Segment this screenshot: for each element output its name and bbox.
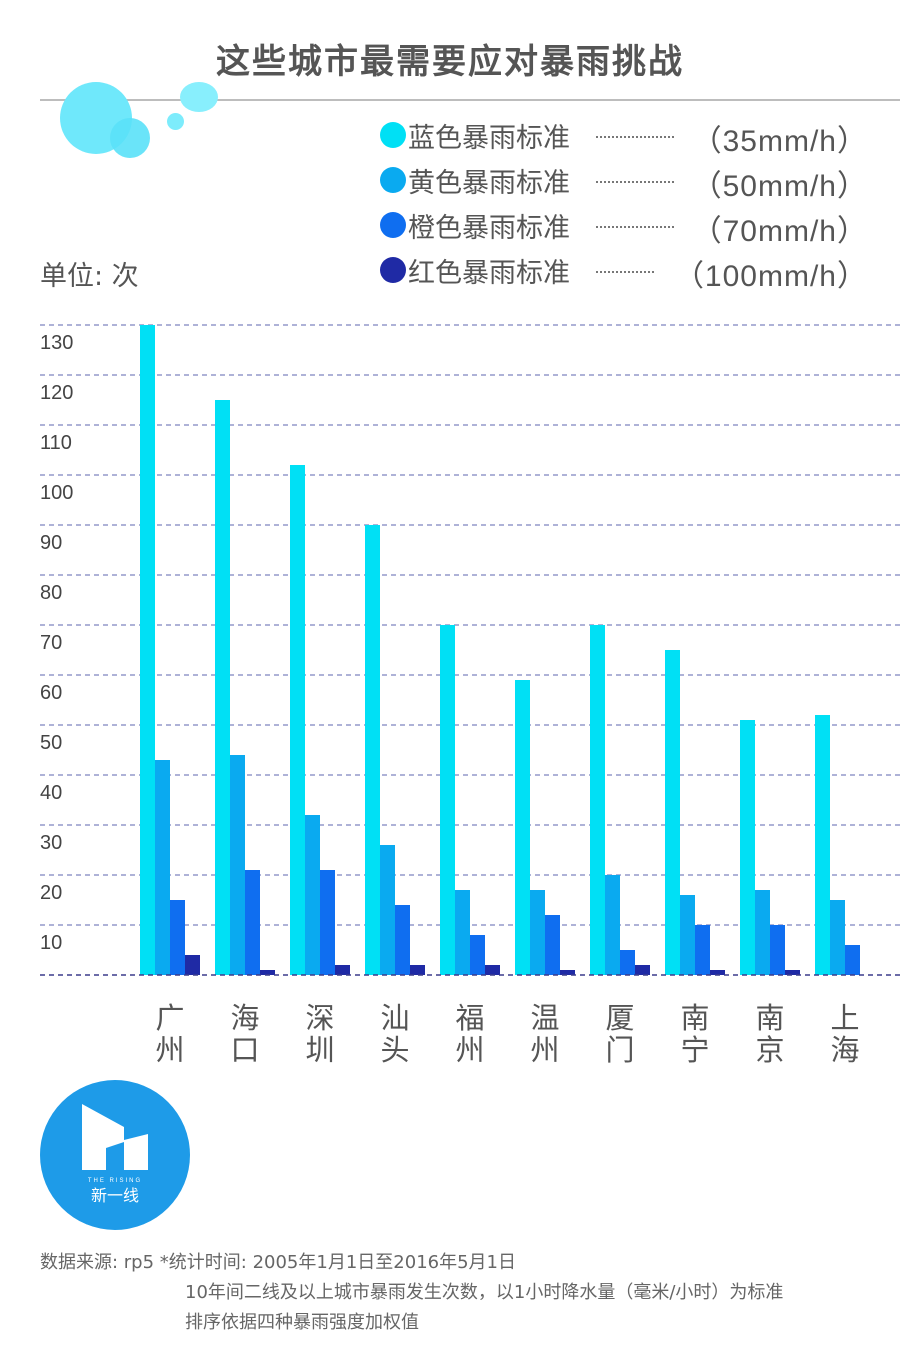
bar-1 (515, 680, 530, 975)
bar-4 (260, 970, 275, 975)
legend-item-orange: 橙色暴雨标准 （70mm/h） (378, 202, 878, 248)
bar-2 (605, 875, 620, 975)
bar-3 (395, 905, 410, 975)
x-tick-label: 厦门 (605, 1001, 634, 1067)
legend-marker (380, 167, 406, 193)
y-tick-label: 80 (40, 582, 62, 604)
bar-1 (140, 325, 155, 975)
y-tick-label: 130 (40, 332, 73, 354)
bar-4 (335, 965, 350, 975)
legend-marker (380, 257, 406, 283)
x-tick-label: 广州 (155, 1001, 184, 1067)
legend-standard: （50mm/h） (691, 170, 868, 203)
bar-3 (470, 935, 485, 975)
legend-label: 蓝色暴雨标准 (408, 123, 570, 154)
y-tick-label: 20 (40, 882, 62, 904)
bar-2 (305, 815, 320, 975)
decor-bubble (180, 82, 218, 112)
bar-2 (230, 755, 245, 975)
bar-1 (740, 720, 755, 975)
y-tick-label: 60 (40, 682, 62, 704)
bar-4 (635, 965, 650, 975)
chart-title: 这些城市最需要应对暴雨挑战 (216, 42, 684, 82)
bar-2 (155, 760, 170, 975)
footer-note: 排序依据四种暴雨强度加权值 (185, 1312, 419, 1333)
bar-1 (440, 625, 455, 975)
y-tick-label: 70 (40, 632, 62, 654)
bar-2 (830, 900, 845, 975)
bar-chart: 10 20 30 40 50 60 70 80 90 100 110 120 130 广州海口深圳汕头福州… (40, 324, 900, 1067)
bar-2 (455, 890, 470, 975)
bar-2 (530, 890, 545, 975)
bar-1 (365, 525, 380, 975)
unit-label: 单位: 次 (40, 261, 139, 292)
bar-2 (680, 895, 695, 975)
title-divider (40, 99, 900, 101)
bar-3 (695, 925, 710, 975)
legend-label: 黄色暴雨标准 (408, 168, 570, 199)
footer-source: 数据来源: rp5 *统计时间: 2005年1月1日至2016年5月1日 (40, 1252, 516, 1273)
legend-leader (596, 269, 654, 273)
logo: THE RISING 新一线 (40, 1080, 190, 1230)
bar-3 (770, 925, 785, 975)
bar-1 (590, 625, 605, 975)
x-tick-label: 温州 (530, 1001, 559, 1067)
logo-building-icon (82, 1104, 148, 1170)
x-tick-label: 上海 (830, 1001, 859, 1067)
bar-2 (755, 890, 770, 975)
y-tick-label: 110 (40, 432, 72, 454)
y-tick-label: 90 (40, 532, 62, 554)
bar-3 (545, 915, 560, 975)
legend-item-yellow: 黄色暴雨标准 （50mm/h） (378, 157, 878, 203)
logo-small-text: THE RISING (88, 1178, 142, 1184)
bar-4 (485, 965, 500, 975)
legend-leader (596, 224, 674, 228)
decor-bubble (110, 118, 150, 158)
bar-1 (815, 715, 830, 975)
chart-legend: 蓝色暴雨标准 （35mm/h） 黄色暴雨标准 （50mm/h） 橙色暴雨标准 （… (378, 112, 878, 293)
y-tick-label: 50 (40, 732, 62, 754)
legend-label: 红色暴雨标准 (408, 258, 570, 289)
logo-circle (40, 1080, 190, 1230)
x-tick-label: 深圳 (305, 1001, 334, 1067)
x-tick-label: 南宁 (680, 1001, 709, 1067)
logo-text: 新一线 (91, 1186, 139, 1205)
legend-label: 橙色暴雨标准 (408, 213, 570, 244)
legend-standard: （100mm/h） (673, 260, 868, 293)
bar-3 (845, 945, 860, 975)
y-tick-label: 120 (40, 382, 73, 404)
bar-1 (290, 465, 305, 975)
x-tick-label: 汕头 (380, 1001, 409, 1067)
legend-standard: （35mm/h） (691, 125, 868, 158)
legend-item-blue: 蓝色暴雨标准 （35mm/h） (378, 112, 878, 158)
legend-item-red: 红色暴雨标准 （100mm/h） (378, 247, 878, 293)
bar-4 (710, 970, 725, 975)
legend-marker (380, 122, 406, 148)
bar-3 (245, 870, 260, 975)
legend-standard: （70mm/h） (691, 215, 868, 248)
bar-4 (560, 970, 575, 975)
x-tick-label: 南京 (755, 1001, 784, 1067)
bar-2 (380, 845, 395, 975)
decor-bubble (167, 113, 184, 130)
legend-leader (596, 134, 674, 138)
bar-3 (620, 950, 635, 975)
bar-1 (665, 650, 680, 975)
bar-1 (215, 400, 230, 975)
bar-4 (185, 955, 200, 975)
x-tick-label: 福州 (455, 1001, 484, 1067)
legend-marker (380, 212, 406, 238)
x-tick-label: 海口 (230, 1001, 259, 1067)
bar-3 (170, 900, 185, 975)
y-tick-label: 30 (40, 832, 62, 854)
y-tick-label: 10 (40, 932, 62, 954)
legend-leader (596, 179, 674, 183)
y-tick-label: 100 (40, 482, 73, 504)
bar-4 (410, 965, 425, 975)
footer: 数据来源: rp5 *统计时间: 2005年1月1日至2016年5月1日 10年… (40, 1248, 783, 1338)
y-tick-label: 40 (40, 782, 62, 804)
bar-3 (320, 870, 335, 975)
bar-4 (785, 970, 800, 975)
footer-note: 10年间二线及以上城市暴雨发生次数，以1小时降水量（毫米/小时）为标准 (185, 1282, 784, 1303)
